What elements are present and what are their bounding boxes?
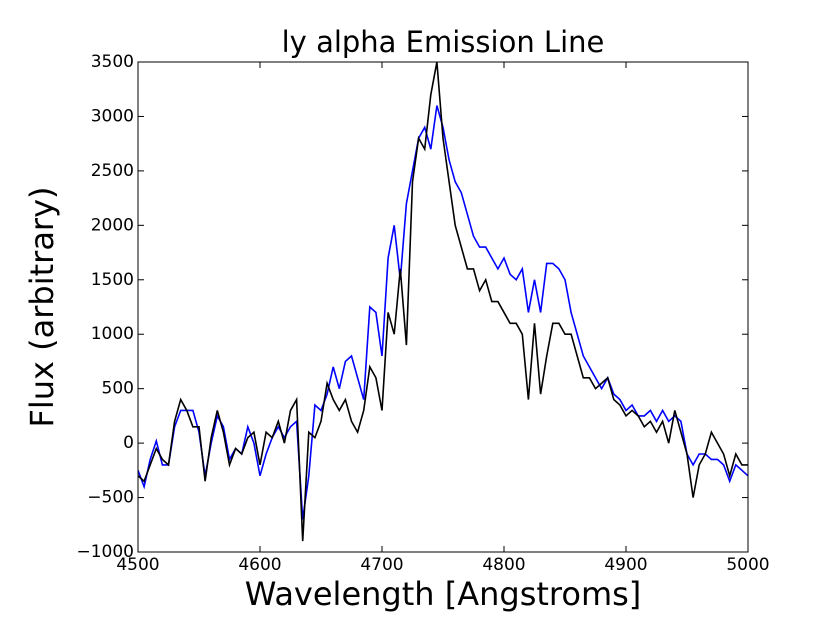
y-tick-label: −1000 (76, 542, 134, 562)
x-tick-label: 4500 (116, 555, 159, 575)
x-tick-label: 4900 (604, 555, 647, 575)
x-tick-label: 4800 (482, 555, 525, 575)
data-line (138, 62, 748, 542)
y-tick-label: −500 (87, 488, 134, 508)
x-tick-label: 5000 (726, 555, 769, 575)
plot-frame (137, 61, 749, 553)
y-tick-label: 3000 (91, 106, 134, 126)
y-tick-label: 3500 (91, 52, 134, 72)
y-tick-label: 2500 (91, 161, 134, 181)
y-axis-label: Flux (arbitrary) (23, 186, 61, 427)
y-tick-label: 1500 (91, 270, 134, 290)
y-tick-label: 1000 (91, 324, 134, 344)
y-tick-label: 2000 (91, 215, 134, 235)
y-tick-label: 500 (102, 379, 134, 399)
x-tick-label: 4600 (238, 555, 281, 575)
y-tick-label: 0 (123, 433, 134, 453)
x-axis-label: Wavelength [Angstroms] (245, 575, 642, 613)
data-line (138, 105, 748, 520)
chart-title: ly alpha Emission Line (282, 25, 605, 59)
x-tick-label: 4700 (360, 555, 403, 575)
